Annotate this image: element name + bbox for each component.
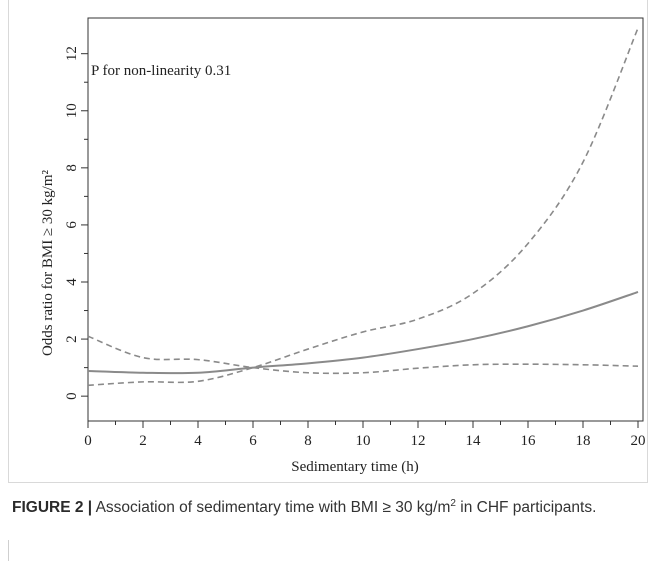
y-axis-title: Odds ratio for BMI ≥ 30 kg/m² [40, 169, 56, 356]
x-tick-label: 10 [356, 433, 371, 449]
y-tick-label: 2 [64, 335, 80, 343]
x-tick-label: 4 [194, 433, 202, 449]
y-tick-label: 8 [64, 164, 80, 172]
x-tick-label: 8 [304, 433, 312, 449]
y-tick-label: 10 [64, 103, 80, 118]
odds-ratio-estimate-line [87, 291, 639, 375]
x-tick-label: 20 [631, 433, 646, 449]
x-tick-label: 14 [466, 433, 482, 449]
x-tick-label: 18 [576, 433, 591, 449]
axes: 0 2 4 6 8 10 12 14 16 18 20 0 2 4 6 8 10 12 [64, 17, 646, 449]
x-tick-label: 2 [139, 433, 147, 449]
x-tick-label: 6 [249, 433, 257, 449]
plot-frame [87, 17, 644, 422]
y-tick-label: 6 [64, 221, 80, 229]
figure-panel: 0 2 4 6 8 10 12 14 16 18 20 0 2 4 6 8 10 12 P for non-lin… [8, 0, 648, 483]
ci-lower-dashed-line [87, 27, 639, 387]
caption-superscript: 2 [450, 497, 456, 509]
figure-caption: FIGURE 2 | Association of sedimentary ti… [12, 496, 642, 519]
caption-lead: FIGURE 2 | [12, 499, 93, 516]
ci-upper-dashed-line [87, 335, 639, 375]
odds-ratio-chart: 0 2 4 6 8 10 12 14 16 18 20 0 2 4 6 8 10 12 P for non-lin… [40, 17, 646, 475]
y-tick-label: 12 [64, 46, 80, 61]
nonlinearity-annotation: P for non-linearity 0.31 [91, 63, 231, 79]
y-tick-label: 4 [64, 278, 80, 286]
caption-text-end: in CHF participants. [455, 499, 597, 516]
series-group [87, 27, 639, 387]
y-tick-label: 0 [64, 392, 80, 400]
caption-rule [8, 540, 9, 561]
x-tick-label: 12 [411, 433, 426, 449]
caption-text: Association of sedimentary time with BMI… [92, 499, 451, 516]
x-axis-title: Sedimentary time (h) [291, 459, 418, 475]
x-tick-label: 0 [84, 433, 92, 449]
x-tick-label: 16 [521, 433, 537, 449]
